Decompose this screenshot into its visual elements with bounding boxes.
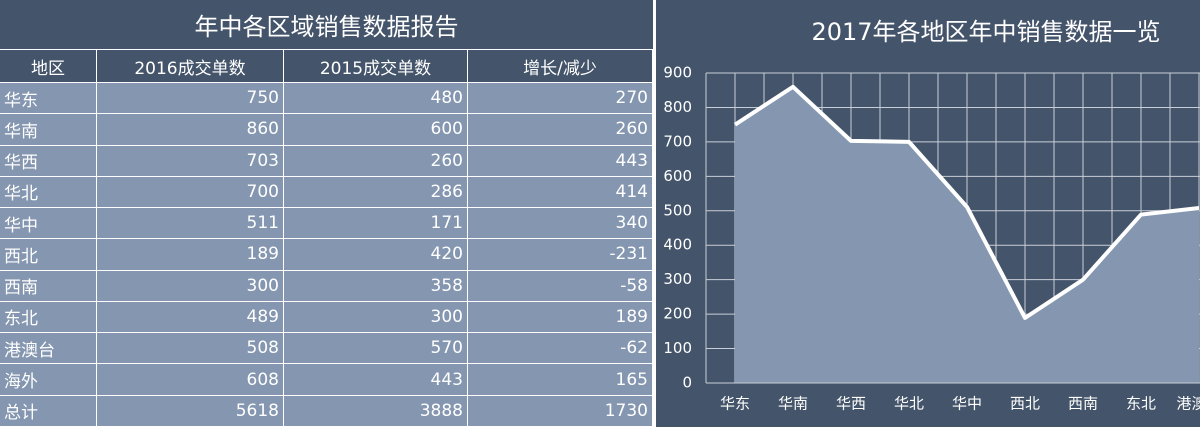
table-row: 地区 2016成交单数 2015成交单数 增长/减少 [0,50,653,83]
table-cell: 511 [97,208,284,239]
table-row: 华东 750 480 270 [0,83,653,115]
table-row: 西南 300 358 -58 [0,270,653,302]
table-cell: 西南 [0,270,97,301]
header-cell: 2015成交单数 [284,50,468,82]
table-cell: 华中 [0,208,97,239]
x-tick-label: 华中 [952,395,982,413]
table-cell: 华南 [0,114,97,145]
table-cell: 东北 [0,301,97,333]
table-cell: 286 [284,176,468,208]
chart: 2017年各地区年中销售数据一览 0 100 200 300 400 500 600 700 8… [656,0,1200,427]
y-tick-label: 800 [663,98,692,116]
area [735,86,1199,384]
line [733,84,1200,320]
x-tick-label: 华西 [836,395,866,413]
x-tick-label: 西北 [1010,395,1040,413]
table-cell: 750 [97,83,284,114]
table-cell: 358 [284,270,468,301]
y-tick-label: 600 [663,167,692,185]
header-cell: 2016成交单数 [97,50,284,82]
table-row: 华西 703 260 443 [0,145,653,177]
table-cell: 270 [468,83,653,114]
table-cell: 860 [97,114,284,145]
y-tick-label: 0 [682,374,692,392]
x-tick-label: 东北 [1126,395,1156,413]
y-tick-label: 500 [663,201,692,219]
table-cell: -58 [468,270,653,301]
table-row: 东北 489 300 189 [0,301,653,334]
y-tick-label: 400 [663,236,692,254]
table-cell: 华北 [0,176,97,208]
y-tick-label: 200 [663,305,692,323]
table-cell: 260 [284,145,468,176]
table-cell: 海外 [0,364,97,395]
table-cell: 189 [468,301,653,333]
header-cell: 增长/减少 [468,50,653,82]
table-cell: 489 [97,301,284,333]
table-cell: 3888 [284,395,468,426]
table-row: 华北 700 286 414 [0,176,653,209]
table-cell: -62 [468,333,653,364]
table-cell: 华东 [0,83,97,114]
table-cell: 700 [97,176,284,208]
table-row: 华中 511 171 340 [0,208,653,240]
table-cell: 570 [284,333,468,364]
table-row: 总计 5618 3888 1730 [0,395,653,427]
x-tick-label: 西南 [1068,395,1098,413]
table-row: 西北 189 420 -231 [0,239,653,271]
x-tick-label: 华东 [720,395,750,413]
table-cell: 171 [284,208,468,239]
table-cell: 703 [97,145,284,176]
table-cell: 480 [284,83,468,114]
table-cell: 443 [468,145,653,176]
table-cell: 414 [468,176,653,208]
table-cell: 340 [468,208,653,239]
table-cell: 5618 [97,395,284,426]
table-cell: 443 [284,364,468,395]
sales-table: 年中各区域销售数据报告 地区 2016成交单数 2015成交单数 增长/减少 华东 750… [0,0,653,427]
table-cell: 189 [97,239,284,270]
table-cell: 608 [97,364,284,395]
table-cell: 600 [284,114,468,145]
y-tick-label: 700 [663,132,692,150]
table-title: 年中各区域销售数据报告 [0,0,653,50]
x-tick-label: 港澳台 [1176,395,1200,413]
table-cell: 300 [284,301,468,333]
table-cell: 300 [97,270,284,301]
table-cell: 总计 [0,395,97,426]
table-cell: 西北 [0,239,97,270]
table-cell: 420 [284,239,468,270]
table-cell: 165 [468,364,653,395]
table-cell: 1730 [468,395,653,426]
x-tick-label: 华北 [894,395,924,413]
table-cell: 260 [468,114,653,145]
table-cell: 港澳台 [0,333,97,364]
y-tick-label: 900 [663,64,692,82]
table-row: 海外 608 443 165 [0,364,653,396]
table-row: 华南 860 600 260 [0,114,653,146]
table-row: 港澳台 508 570 -62 [0,333,653,365]
table-cell: 华西 [0,145,97,176]
table-cell: 508 [97,333,284,364]
table-cell: -231 [468,239,653,270]
x-tick-label: 华南 [778,395,808,413]
header-cell: 地区 [0,50,97,82]
chart-title: 2017年各地区年中销售数据一览 [811,18,1160,46]
y-tick-label: 300 [663,270,692,288]
y-tick-label: 100 [663,339,692,357]
